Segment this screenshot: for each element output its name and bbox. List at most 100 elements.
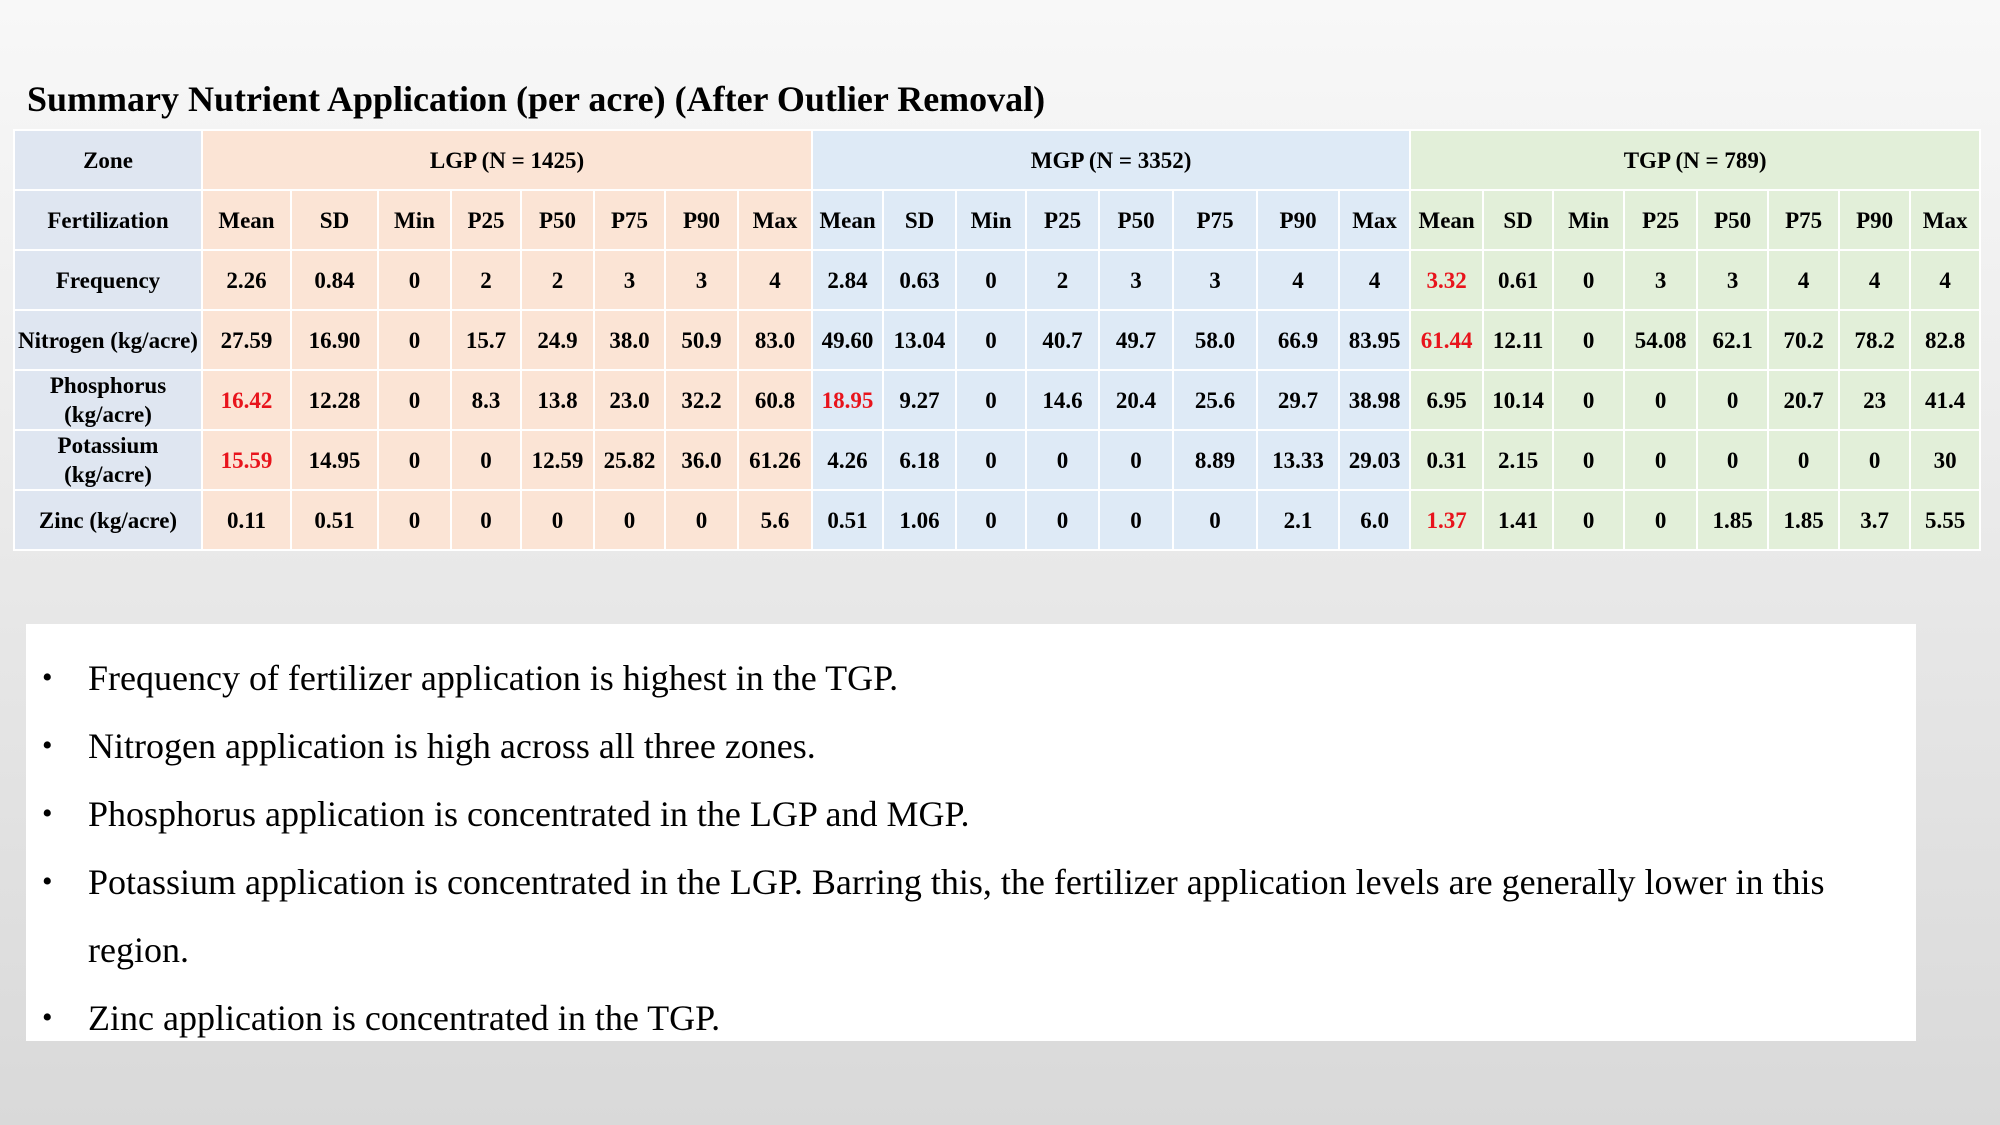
cell: 2 [520,249,595,311]
cell: 16.42 [201,369,292,431]
cell: 54.08 [1623,309,1699,371]
cell: 3.32 [1409,249,1485,311]
summary-table: Zone LGP (N = 1425) MGP (N = 3352) TGP (N =… [13,129,1982,551]
cell: 0 [1838,429,1912,491]
cell: 82.8 [1909,309,1982,371]
cell: 20.7 [1767,369,1841,431]
cell: 0 [1623,369,1699,431]
cell: 14.95 [290,429,379,491]
cell: 6.95 [1409,369,1485,431]
cell: 6.0 [1338,489,1412,551]
cell: 3 [1172,249,1259,311]
stat-header: P50 [1696,189,1770,251]
cell: 27.59 [201,309,292,371]
zone-header: TGP (N = 789) [1409,129,1982,191]
cell: 13.33 [1256,429,1341,491]
cell: 13.8 [520,369,595,431]
cell: 4 [1256,249,1341,311]
cell: 20.4 [1098,369,1175,431]
cell: 50.9 [664,309,739,371]
cell: 8.89 [1172,429,1259,491]
cell: 0 [1025,429,1101,491]
cell: 25.82 [593,429,666,491]
cell: 4 [1767,249,1841,311]
stat-header: Mean [1409,189,1485,251]
cell: 4.26 [811,429,885,491]
cell: 0 [593,489,666,551]
stat-header: P90 [1256,189,1341,251]
cell: 0.51 [811,489,885,551]
stat-header: P75 [593,189,666,251]
cell: 1.37 [1409,489,1485,551]
zone-header: Zone [13,129,203,191]
stat-header: Min [955,189,1028,251]
cell: 3 [593,249,666,311]
cell: 12.59 [520,429,595,491]
stat-header: Min [1552,189,1626,251]
cell: 14.6 [1025,369,1101,431]
stat-header: P75 [1767,189,1841,251]
cell: 13.04 [882,309,958,371]
cell: 0 [1696,429,1770,491]
cell: 0.11 [201,489,292,551]
cell: 62.1 [1696,309,1770,371]
cell: 0.51 [290,489,379,551]
cell: 32.2 [664,369,739,431]
cell: 3.7 [1838,489,1912,551]
cell: 25.6 [1172,369,1259,431]
cell: 61.26 [736,429,814,491]
cell: 0.84 [290,249,379,311]
bullet: Phosphorus application is concentrated i… [42,780,1916,848]
stat-header: SD [1482,189,1555,251]
cell: 15.59 [201,429,292,491]
cell: 0 [377,429,452,491]
cell: 23.0 [593,369,666,431]
stat-header: Max [736,189,814,251]
stat-header: SD [882,189,958,251]
header-row: Zone LGP (N = 1425) MGP (N = 3352) TGP (N =… [13,129,1982,191]
cell: 0 [955,429,1028,491]
cell: 0 [1552,369,1626,431]
data-row: Zinc (kg/acre) 0.11 0.51 0 0 0 0 0 5.6 0.51 1.06 0 0… [13,489,1982,551]
cell: 5.6 [736,489,814,551]
stat-header: P90 [664,189,739,251]
cell: 2 [1025,249,1101,311]
cell: 0 [377,309,452,371]
cell: 3 [1696,249,1770,311]
cell: 0 [1696,369,1770,431]
row-label: Frequency [13,249,203,311]
cell: 2 [450,249,522,311]
stat-header: P50 [520,189,595,251]
cell: 29.03 [1338,429,1412,491]
cell: 29.7 [1256,369,1341,431]
cell: 41.4 [1909,369,1982,431]
stat-header: SD [290,189,379,251]
cell: 0.61 [1482,249,1555,311]
cell: 3 [1623,249,1699,311]
cell: 70.2 [1767,309,1841,371]
cell: 0 [1623,489,1699,551]
stat-header: Max [1909,189,1982,251]
cell: 0 [377,489,452,551]
cell: 4 [736,249,814,311]
stat-header: Mean [811,189,885,251]
cell: 2.84 [811,249,885,311]
cell: 0 [377,249,452,311]
cell: 0.63 [882,249,958,311]
cell: 0 [377,369,452,431]
cell: 2.26 [201,249,292,311]
cell: 60.8 [736,369,814,431]
cell: 18.95 [811,369,885,431]
cell: 3 [664,249,739,311]
cell: 6.18 [882,429,958,491]
cell: 78.2 [1838,309,1912,371]
cell: 38.0 [593,309,666,371]
stat-header: Min [377,189,452,251]
cell: 0 [1552,489,1626,551]
stat-header: Max [1338,189,1412,251]
cell: 24.9 [520,309,595,371]
cell: 4 [1909,249,1982,311]
cell: 83.95 [1338,309,1412,371]
cell: 40.7 [1025,309,1101,371]
